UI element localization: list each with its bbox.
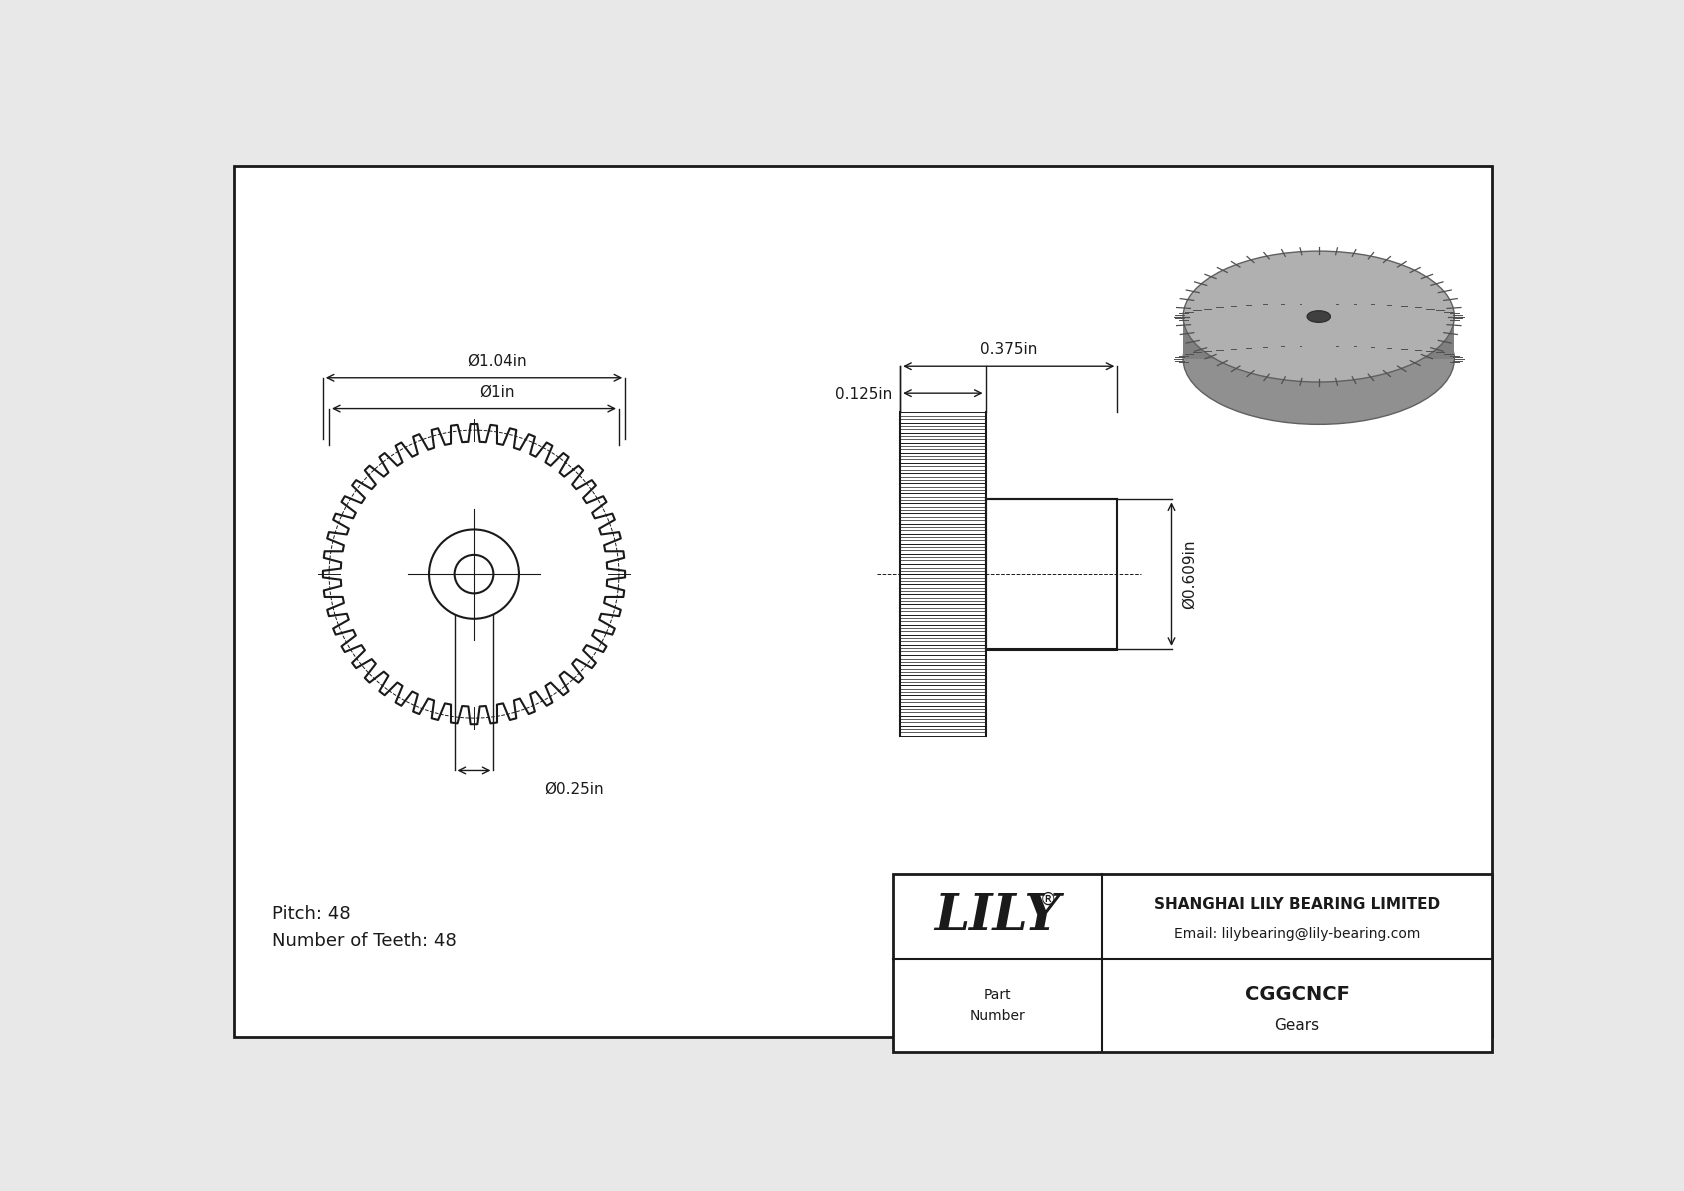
Text: SHANGHAI LILY BEARING LIMITED: SHANGHAI LILY BEARING LIMITED <box>1154 897 1440 911</box>
Text: Ø1.04in: Ø1.04in <box>468 354 527 368</box>
Text: LILY: LILY <box>935 892 1061 941</box>
Text: ®: ® <box>1039 891 1056 909</box>
Text: Number of Teeth: 48: Number of Teeth: 48 <box>273 933 458 950</box>
Text: CGGCNCF: CGGCNCF <box>1244 985 1349 1004</box>
Text: Email: lilybearing@lily-bearing.com: Email: lilybearing@lily-bearing.com <box>1174 927 1420 941</box>
Ellipse shape <box>1307 311 1330 323</box>
Text: Part
Number: Part Number <box>970 989 1026 1023</box>
Bar <box>901 412 985 736</box>
Circle shape <box>340 442 608 706</box>
Text: Ø0.25in: Ø0.25in <box>544 781 603 797</box>
Text: 0.375in: 0.375in <box>980 342 1037 357</box>
Bar <box>1184 317 1455 358</box>
Ellipse shape <box>1184 251 1455 382</box>
Bar <box>985 499 1116 649</box>
Text: Ø1in: Ø1in <box>480 385 515 399</box>
Text: Pitch: 48: Pitch: 48 <box>273 905 352 923</box>
Text: Gears: Gears <box>1275 1018 1320 1033</box>
Text: 0.125in: 0.125in <box>835 387 893 403</box>
Circle shape <box>455 555 493 593</box>
Circle shape <box>429 530 519 619</box>
Ellipse shape <box>1184 293 1455 424</box>
Text: Ø0.609in: Ø0.609in <box>1182 540 1197 609</box>
Bar <box>893 874 1492 1052</box>
